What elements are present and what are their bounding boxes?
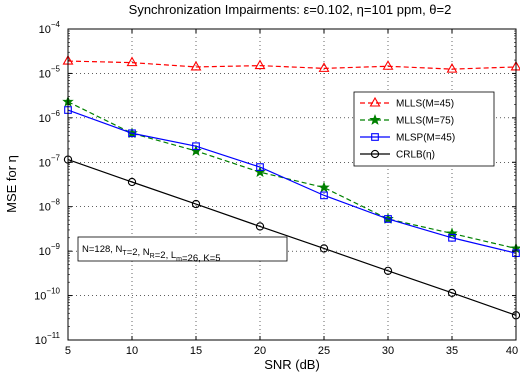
legend-marker bbox=[369, 113, 381, 125]
data-point bbox=[126, 56, 138, 67]
legend-marker bbox=[369, 96, 381, 107]
annotation-box bbox=[77, 236, 288, 262]
legend-label: MLSP(M=45) bbox=[396, 133, 455, 144]
legend-entry: CRLB(η) bbox=[360, 150, 435, 161]
series-line bbox=[67, 101, 517, 250]
y-tick-label: 10−8 bbox=[39, 198, 61, 214]
parameter-annotation: N=128, NT=2, NR=2, Lm=26, K=5 bbox=[77, 236, 288, 264]
data-point bbox=[384, 215, 392, 223]
x-tick-label: 5 bbox=[65, 345, 71, 357]
y-tick-label: 10−11 bbox=[35, 331, 61, 347]
x-tick-label: 35 bbox=[446, 345, 458, 357]
series-line bbox=[67, 60, 517, 70]
y-tick-label: 10−10 bbox=[34, 287, 60, 303]
legend-label: MLLS(M=75) bbox=[396, 116, 454, 127]
data-point bbox=[128, 129, 136, 138]
data-point bbox=[383, 266, 393, 276]
data-point bbox=[318, 181, 330, 193]
data-point bbox=[318, 62, 330, 72]
data-point bbox=[446, 63, 458, 73]
legend-entry: MLLS(M=45) bbox=[360, 96, 454, 110]
series-layer bbox=[62, 54, 520, 320]
data-point bbox=[127, 177, 137, 187]
annotation-text: N=128, NT=2, NR=2, Lm=26, K=5 bbox=[82, 244, 221, 264]
data-point bbox=[319, 244, 329, 253]
y-tick-label: 10−7 bbox=[39, 153, 61, 169]
data-point bbox=[255, 222, 265, 231]
legend-entry: MLLS(M=75) bbox=[360, 113, 454, 127]
x-tick-label: 20 bbox=[254, 345, 266, 357]
data-point bbox=[256, 163, 264, 171]
legend: MLLS(M=45) MLLS(M=75) MLSP(M=45) CRLB(η) bbox=[353, 91, 495, 167]
data-point bbox=[190, 60, 202, 71]
x-tick-label: 25 bbox=[318, 345, 330, 357]
series-line bbox=[67, 109, 517, 254]
series-1 bbox=[62, 54, 520, 73]
legend-label: CRLB(η) bbox=[396, 150, 435, 161]
y-tick-label: 10−5 bbox=[39, 64, 61, 80]
series-line bbox=[67, 159, 517, 316]
data-point bbox=[382, 60, 394, 70]
y-tick-label: 10−9 bbox=[39, 242, 61, 258]
legend-box bbox=[353, 91, 495, 167]
grid-lines bbox=[68, 29, 516, 340]
x-tick-label: 40 bbox=[506, 345, 518, 357]
y-axis-label: MSE for η bbox=[4, 155, 19, 213]
axis-ticks: 5 10 15 20 25 30 35 40 10−11 10−10 10−9 10−8 10−7 10−… bbox=[34, 20, 518, 357]
legend-label: MLLS(M=45) bbox=[396, 99, 454, 110]
y-tick-label: 10−4 bbox=[39, 20, 61, 36]
data-point bbox=[254, 59, 266, 70]
x-tick-label: 15 bbox=[190, 345, 202, 357]
data-point bbox=[192, 142, 200, 151]
plot-frame bbox=[67, 28, 517, 341]
chart-title: Synchronization Impairments: ε=0.102, η=… bbox=[129, 2, 452, 17]
plot-area bbox=[68, 29, 516, 340]
data-point bbox=[447, 288, 457, 298]
data-point bbox=[191, 199, 201, 209]
x-axis-label: SNR (dB) bbox=[264, 357, 320, 372]
data-point bbox=[448, 233, 456, 242]
data-point bbox=[446, 227, 458, 239]
legend-marker bbox=[370, 149, 380, 159]
data-point bbox=[320, 191, 328, 200]
legend-entry: MLSP(M=45) bbox=[360, 133, 455, 144]
y-tick-label: 10−6 bbox=[39, 109, 61, 125]
legend-marker bbox=[371, 133, 379, 141]
x-tick-label: 30 bbox=[382, 345, 394, 357]
x-tick-label: 10 bbox=[126, 345, 138, 357]
